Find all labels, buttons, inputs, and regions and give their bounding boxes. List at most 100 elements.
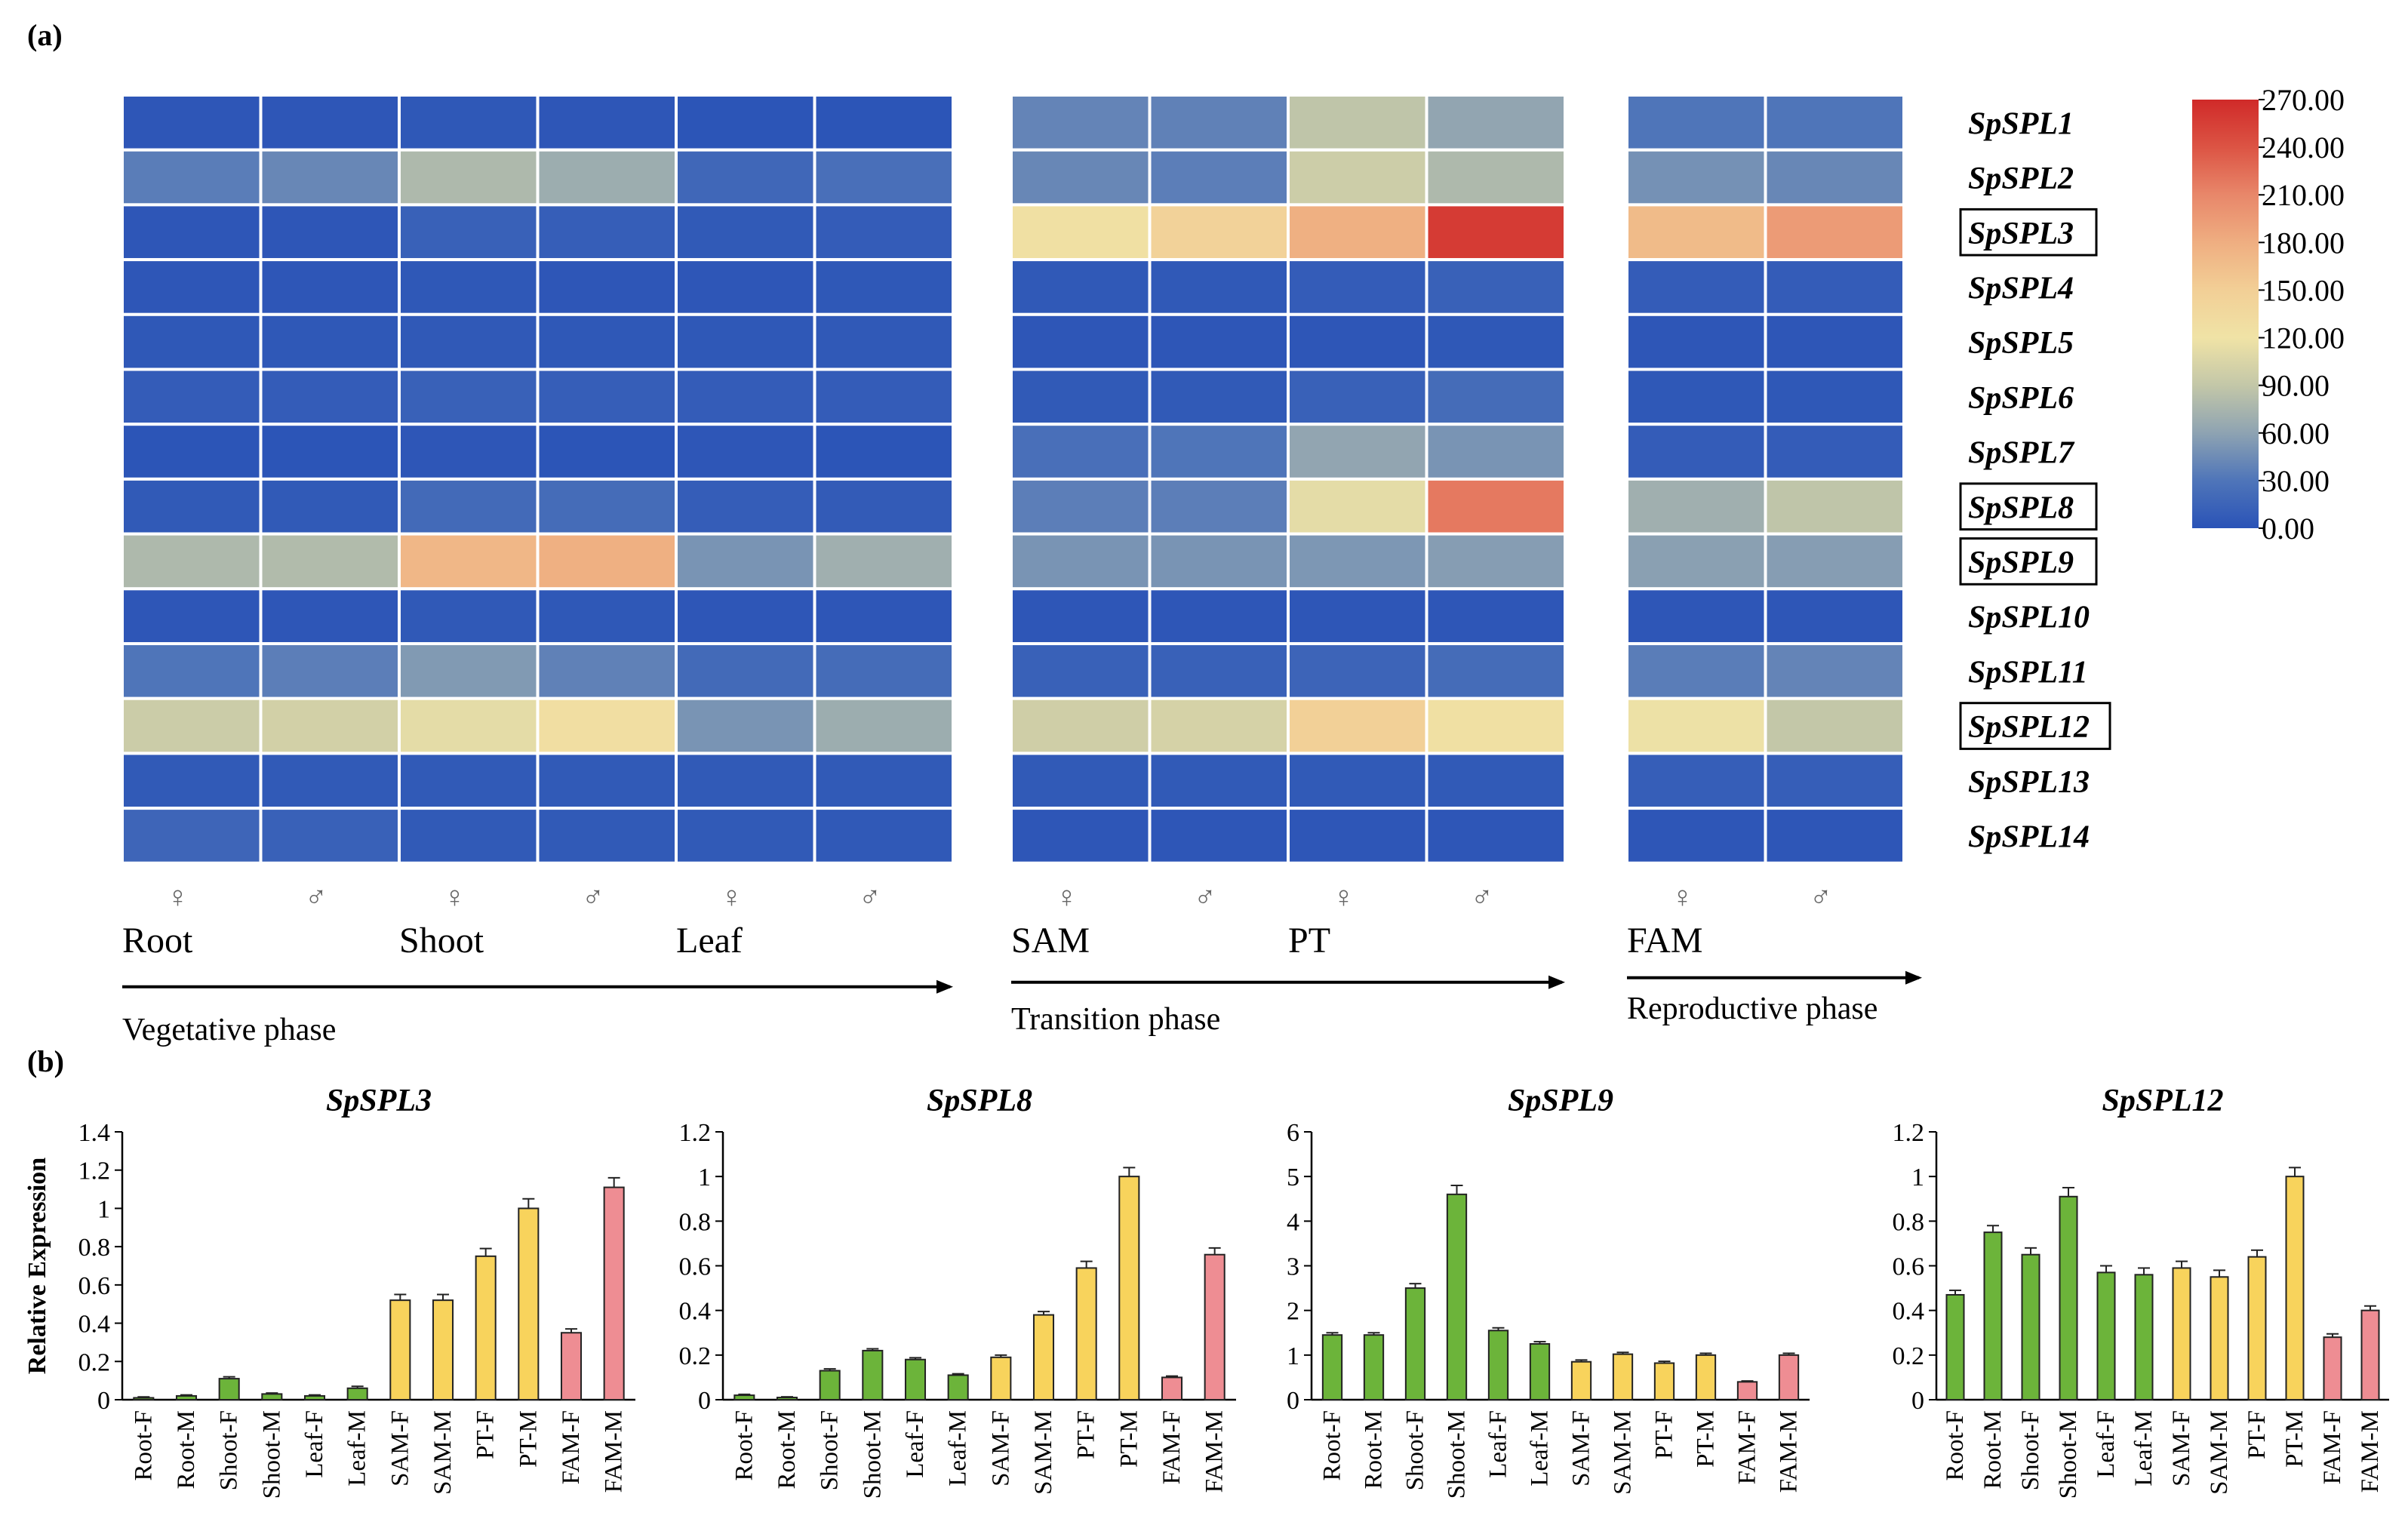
heatmap-cell bbox=[1425, 587, 1567, 645]
y-tick-label: 6 bbox=[1287, 1119, 1299, 1147]
x-tick-label: Root-M bbox=[1361, 1410, 1388, 1490]
heatmap-cell bbox=[813, 642, 955, 700]
panel-b-label: (b) bbox=[27, 1044, 64, 1078]
heatmap-cell bbox=[398, 423, 540, 481]
heatmap-cell bbox=[1010, 367, 1152, 426]
sex-symbol-root-f: ♀ bbox=[166, 880, 189, 914]
heatmap-cell bbox=[121, 148, 263, 207]
sex-symbol-pt-m: ♂ bbox=[1471, 880, 1493, 914]
heatmap-cell bbox=[1287, 423, 1429, 481]
x-tick-label: FAM-M bbox=[1201, 1410, 1229, 1493]
bar-pt-m bbox=[1695, 1354, 1717, 1401]
heatmap-cell bbox=[1287, 587, 1429, 645]
bar-shoot-m bbox=[1446, 1193, 1468, 1401]
heatmap-cell bbox=[1148, 477, 1290, 536]
heatmap-cell bbox=[1625, 367, 1767, 426]
heatmap-block-1: ♀ ♂ ♀ ♂ SAM PT Transition phase bbox=[1010, 94, 1567, 1037]
bar-shoot-m bbox=[261, 1393, 283, 1400]
heatmap-cell bbox=[1148, 587, 1290, 645]
heatmap-cell bbox=[121, 532, 263, 591]
heatmap-cell bbox=[675, 367, 817, 426]
heatmap-cell bbox=[1148, 752, 1290, 810]
phase-arrow-head bbox=[1548, 975, 1565, 989]
gene-label-spspl9: SpSPL9 bbox=[1968, 546, 2074, 580]
x-tick-label: FAM-M bbox=[601, 1410, 628, 1493]
y-tick-label: 5 bbox=[1287, 1164, 1299, 1191]
x-tick-label: Leaf-M bbox=[1527, 1410, 1554, 1486]
y-tick-label: 0 bbox=[1287, 1387, 1299, 1415]
heatmap-cell bbox=[675, 258, 817, 316]
bar-leaf-f bbox=[904, 1358, 927, 1400]
heatmap-cell bbox=[1287, 258, 1429, 316]
x-tick-label: SAM-F bbox=[1568, 1410, 1595, 1486]
bar-root-f bbox=[1945, 1293, 1965, 1401]
heatmap-cell bbox=[1425, 807, 1567, 865]
y-tick-label: 0.8 bbox=[78, 1234, 111, 1262]
heatmap-cell bbox=[1010, 477, 1152, 536]
colorbar-tick-label: 240.00 bbox=[2262, 131, 2345, 164]
heatmap-cell bbox=[1425, 367, 1567, 426]
x-tick-label: PT-M bbox=[1693, 1410, 1720, 1468]
heatmap-cell bbox=[536, 148, 678, 207]
heatmap-cell bbox=[1764, 94, 1905, 152]
bar-leaf-m bbox=[1529, 1343, 1551, 1400]
x-tick-label: Shoot-F bbox=[216, 1410, 243, 1490]
heatmap-cell bbox=[1010, 312, 1152, 371]
bar-fam-m bbox=[1778, 1354, 1800, 1401]
colorbar-tick-label: 60.00 bbox=[2262, 417, 2330, 450]
heatmap-cell bbox=[1287, 642, 1429, 700]
sex-symbol-fam-m: ♂ bbox=[1810, 880, 1832, 914]
bar-sam-m bbox=[2210, 1276, 2229, 1400]
heatmap-cell bbox=[259, 587, 401, 645]
bar-sam-f bbox=[2172, 1267, 2191, 1401]
x-tick-label: SAM-M bbox=[429, 1410, 457, 1495]
heatmap-cell bbox=[398, 532, 540, 591]
x-tick-label: Root-F bbox=[1942, 1410, 1969, 1481]
heatmap-cell bbox=[259, 642, 401, 700]
tissue-label-sam: SAM bbox=[1011, 921, 1090, 961]
bar-leaf-f bbox=[303, 1394, 326, 1401]
colorbar-tick-label: 0.00 bbox=[2262, 512, 2314, 546]
heatmap-cell bbox=[1287, 203, 1429, 262]
heatmap-block-2: ♀ ♂ FAM Reproductive phase bbox=[1625, 94, 1922, 1026]
x-tick-label: FAM-F bbox=[558, 1410, 585, 1484]
gene-label-spspl12: SpSPL12 bbox=[1968, 710, 2090, 745]
heatmap-cell bbox=[121, 423, 263, 481]
heatmap-cell bbox=[536, 587, 678, 645]
y-tick-label: 0.4 bbox=[679, 1298, 712, 1326]
heatmap-cell bbox=[1148, 258, 1290, 316]
heatmap-cell bbox=[1010, 423, 1152, 481]
gene-highlight-box bbox=[1959, 208, 2098, 257]
bar-leaf-f bbox=[1487, 1330, 1509, 1400]
x-tick-label: Shoot-M bbox=[1444, 1410, 1471, 1499]
bar-root-m bbox=[1983, 1231, 2003, 1400]
heatmap-cell bbox=[1625, 642, 1767, 700]
heatmap-cell bbox=[121, 367, 263, 426]
phase-arrow-head bbox=[1905, 970, 1922, 985]
heatmap-cell bbox=[259, 752, 401, 810]
bar-shoot-f bbox=[218, 1378, 240, 1401]
y-tick-label: 0 bbox=[97, 1387, 110, 1415]
bar-chart-spspl9: SpSPL9 0 1 2 3 4 5 6 Root-F Root-M Shoot-F Shoot-M L… bbox=[1287, 1084, 1810, 1499]
y-tick-label: 0.6 bbox=[78, 1272, 111, 1300]
bar-leaf-m bbox=[2134, 1274, 2154, 1401]
phase-label-0: Vegetative phase bbox=[122, 1013, 336, 1047]
bar-charts-panel: SpSPL3 0 0.2 0.4 0.6 0.8 1 1.2 1.4 Relative Expre… bbox=[23, 1084, 2389, 1499]
heatmap-cell bbox=[1764, 148, 1905, 207]
chart-title: SpSPL12 bbox=[2102, 1084, 2223, 1118]
heatmap-cell bbox=[1625, 587, 1767, 645]
x-tick-label: SAM-M bbox=[1030, 1410, 1057, 1495]
heatmap-cell bbox=[1764, 642, 1905, 700]
y-tick-label: 1.2 bbox=[1893, 1119, 1925, 1147]
bar-sam-f bbox=[1570, 1360, 1592, 1401]
colorbar-tick-label: 30.00 bbox=[2262, 464, 2330, 498]
sex-symbol-root-m: ♂ bbox=[305, 880, 328, 914]
x-tick-label: Shoot-F bbox=[2017, 1410, 2044, 1490]
heatmap-cell bbox=[1010, 587, 1152, 645]
heatmap-cell bbox=[536, 477, 678, 536]
x-tick-label: FAM-M bbox=[2357, 1410, 2384, 1493]
heatmap-cell bbox=[121, 807, 263, 865]
y-tick-label: 0.6 bbox=[679, 1253, 712, 1281]
x-tick-label: Shoot-M bbox=[2055, 1410, 2082, 1499]
bar-fam-f bbox=[1161, 1376, 1183, 1400]
